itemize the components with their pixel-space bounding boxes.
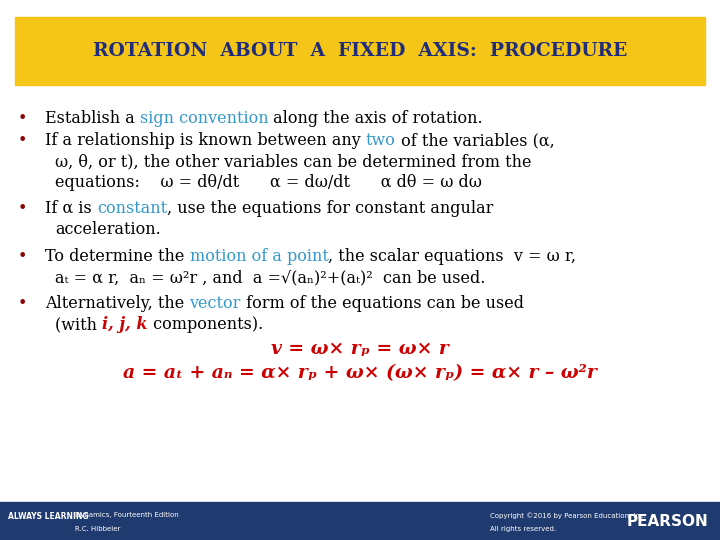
Text: All rights reserved.: All rights reserved. <box>490 526 556 532</box>
Text: ROTATION  ABOUT  A  FIXED  AXIS:  PROCEDURE: ROTATION ABOUT A FIXED AXIS: PROCEDURE <box>93 42 627 60</box>
Text: two: two <box>366 132 396 149</box>
Text: If α is: If α is <box>45 200 97 217</box>
Text: Establish a: Establish a <box>45 110 140 127</box>
Text: PEARSON: PEARSON <box>626 514 708 529</box>
Text: ALWAYS LEARNING: ALWAYS LEARNING <box>8 512 89 521</box>
Text: •: • <box>18 200 27 217</box>
Text: , the scalar equations  v = ω r,: , the scalar equations v = ω r, <box>328 248 577 265</box>
Text: of the variables (α,: of the variables (α, <box>396 132 554 149</box>
Text: form of the equations can be used: form of the equations can be used <box>240 295 523 312</box>
Text: R.C. Hibbeler: R.C. Hibbeler <box>75 526 120 532</box>
Text: If a relationship is known between any: If a relationship is known between any <box>45 132 366 149</box>
Text: •: • <box>18 132 27 149</box>
Text: constant: constant <box>97 200 167 217</box>
Text: •: • <box>18 110 27 127</box>
Text: , use the equations for constant angular: , use the equations for constant angular <box>167 200 493 217</box>
Text: acceleration.: acceleration. <box>55 221 161 238</box>
FancyBboxPatch shape <box>0 502 720 540</box>
Text: Copyright ©2016 by Pearson Education, Inc.: Copyright ©2016 by Pearson Education, In… <box>490 512 646 519</box>
FancyBboxPatch shape <box>15 17 705 85</box>
Text: To determine the: To determine the <box>45 248 189 265</box>
Text: sign convention: sign convention <box>140 110 269 127</box>
Text: Alternatively, the: Alternatively, the <box>45 295 189 312</box>
Text: motion of a point: motion of a point <box>189 248 328 265</box>
Text: •: • <box>18 248 27 265</box>
Text: vector: vector <box>189 295 240 312</box>
Text: along the axis of rotation.: along the axis of rotation. <box>269 110 483 127</box>
Text: ω, θ, or t), the other variables can be determined from the: ω, θ, or t), the other variables can be … <box>55 153 531 170</box>
Text: v = ω× rₚ = ω× r: v = ω× rₚ = ω× r <box>271 340 449 358</box>
Text: aₜ = α r,  aₙ = ω²r , and  a =√(aₙ)²+(aₜ)²  can be used.: aₜ = α r, aₙ = ω²r , and a =√(aₙ)²+(aₜ)²… <box>55 269 485 286</box>
Text: Dynamics, Fourteenth Edition: Dynamics, Fourteenth Edition <box>75 512 179 518</box>
Text: a = aₜ + aₙ = α× rₚ + ω× (ω× rₚ) = α× r – ω²r: a = aₜ + aₙ = α× rₚ + ω× (ω× rₚ) = α× r … <box>123 364 597 382</box>
Text: •: • <box>18 295 27 312</box>
Text: equations:    ω = dθ/dt      α = dω/dt      α dθ = ω dω: equations: ω = dθ/dt α = dω/dt α dθ = ω … <box>55 174 482 191</box>
Text: components).: components). <box>148 316 263 333</box>
Text: i, j, k: i, j, k <box>102 316 148 333</box>
Text: (with: (with <box>55 316 102 333</box>
